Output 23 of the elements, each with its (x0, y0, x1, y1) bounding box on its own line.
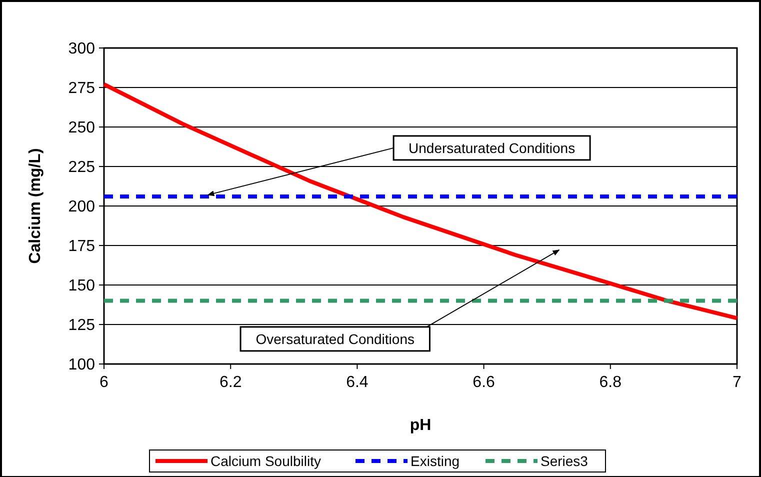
x-tick-label: 6.2 (219, 374, 242, 391)
x-tick-label: 7 (732, 374, 742, 391)
y-axis-title: Calcium (mg/L) (27, 148, 44, 264)
y-tick-label: 300 (68, 40, 96, 58)
legend-label: Existing (410, 452, 460, 469)
line-series (102, 82, 739, 320)
y-tick-label: 250 (68, 120, 96, 137)
y-tick-label: 275 (68, 80, 96, 98)
x-tick-label: 6.4 (346, 374, 368, 391)
y-tick-label: 175 (68, 238, 96, 256)
y-tick-label: 225 (68, 159, 96, 176)
legend-label: Series3 (540, 452, 588, 469)
annotation: Undersaturated Conditions (408, 140, 576, 156)
legend-label: Calcium Soulbility (210, 452, 321, 469)
y-tick-label: 100 (68, 356, 96, 374)
annotation: Oversaturated Conditions (256, 330, 415, 347)
y-tick-label: 150 (68, 278, 96, 295)
x-tick-label: 6.8 (599, 374, 622, 391)
x-axis-title: pH (410, 417, 432, 434)
x-tick-label: 6.6 (472, 374, 496, 391)
y-tick-label: 125 (68, 317, 96, 334)
y-tick-label: 200 (68, 198, 96, 216)
x-tick-label: 6 (100, 374, 109, 391)
